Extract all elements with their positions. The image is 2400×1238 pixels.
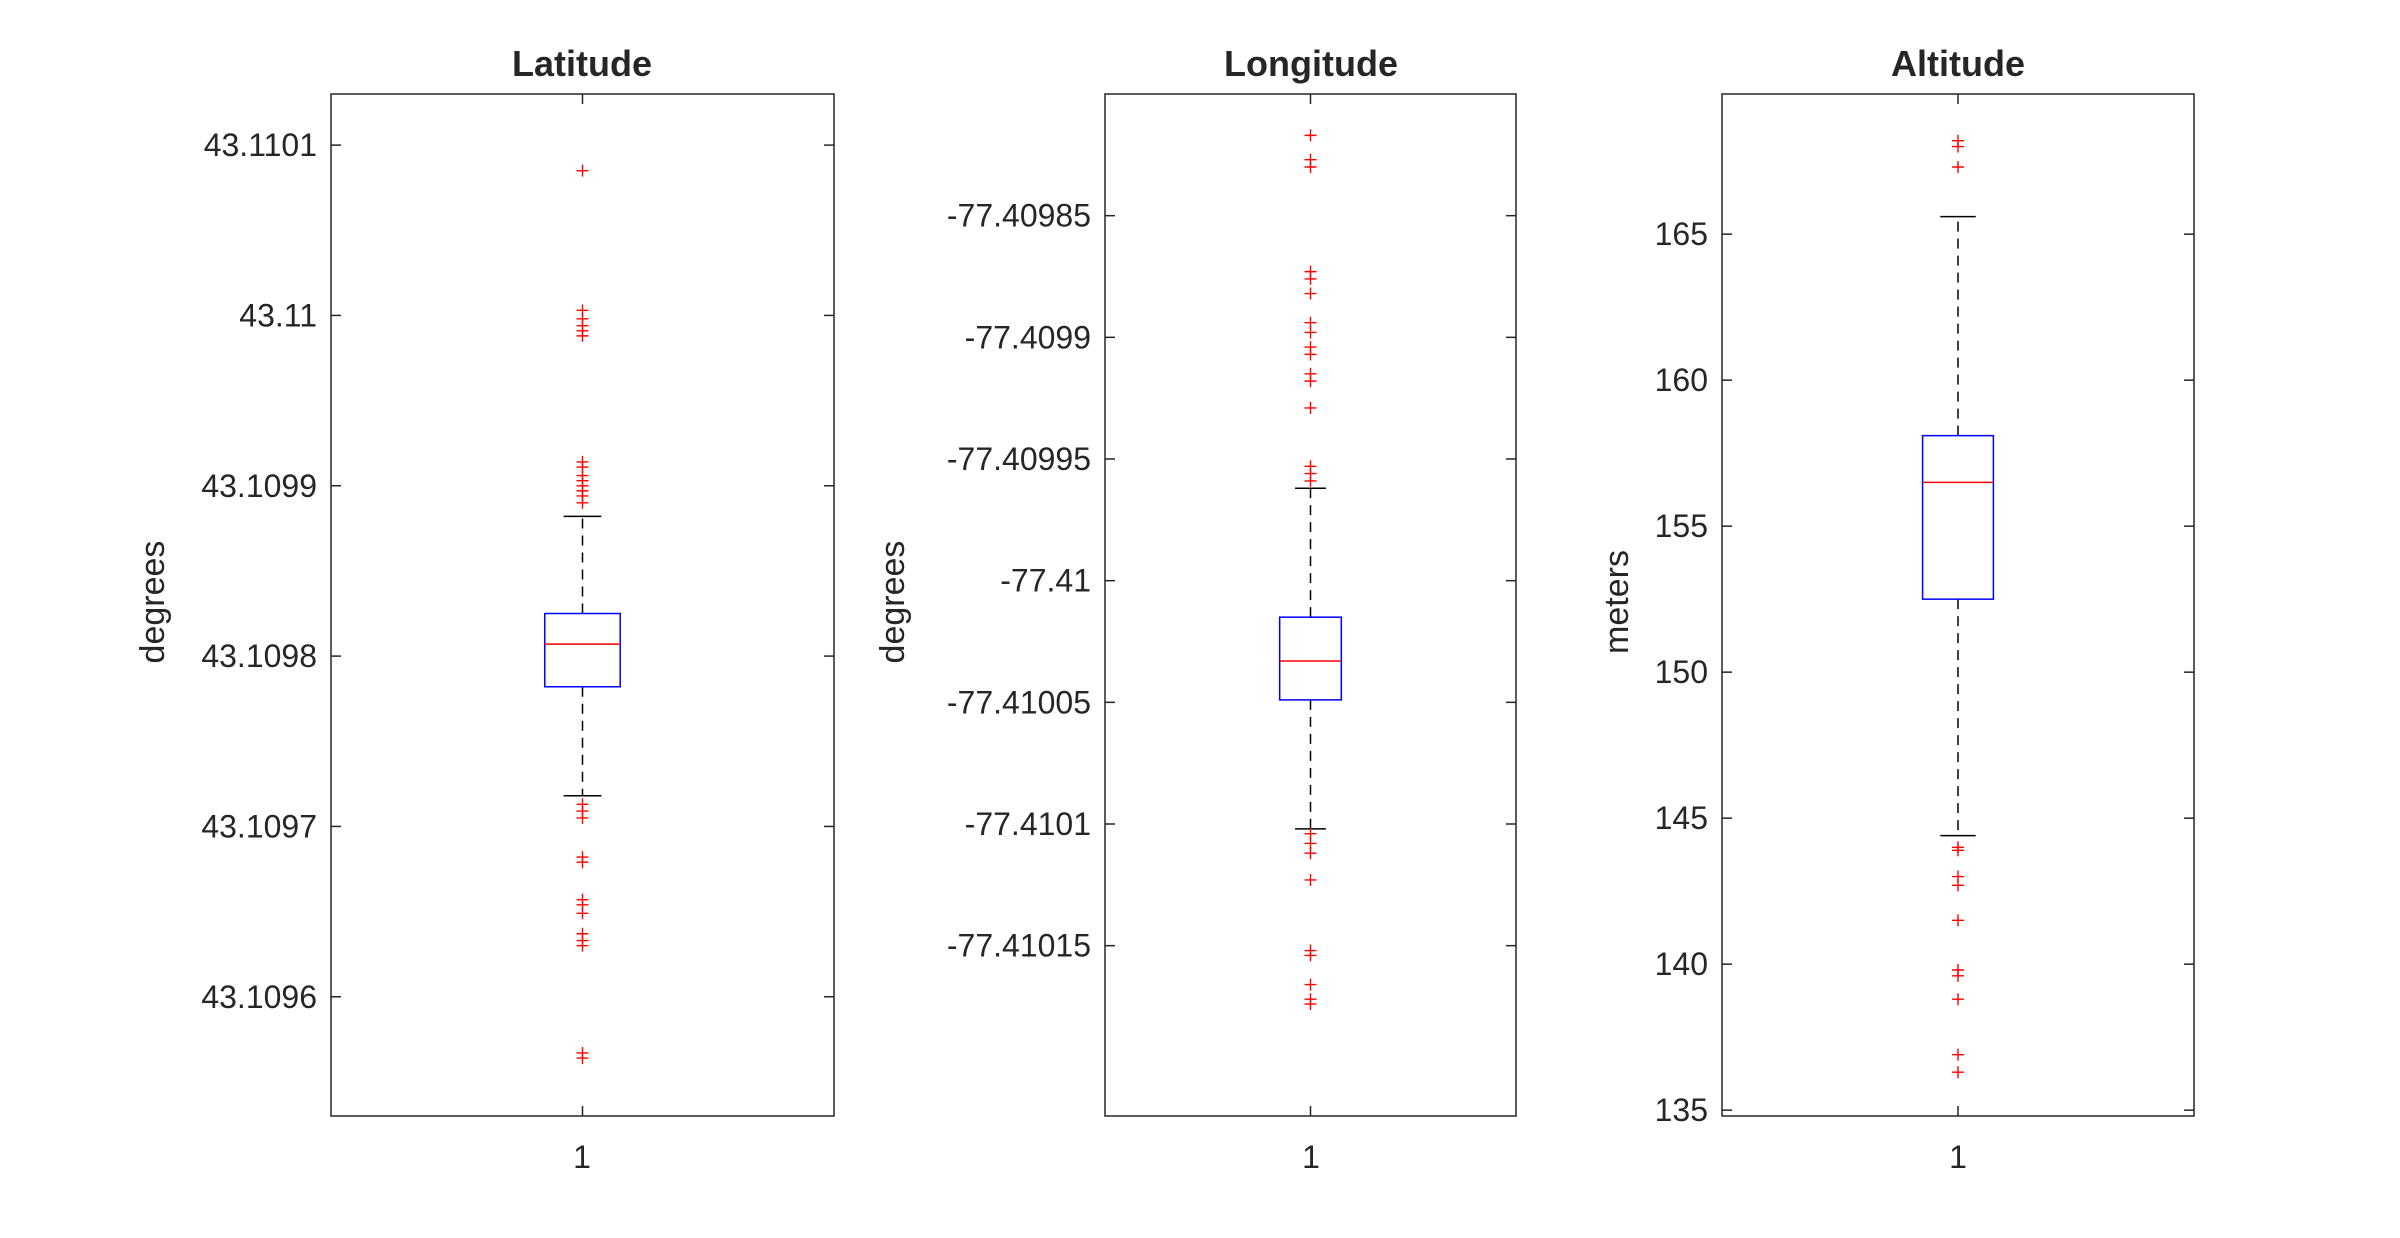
latitude-outlier-marker <box>576 329 589 342</box>
altitude-ytick-label: 165 <box>1655 216 1708 252</box>
latitude-ytick-label: 43.1096 <box>201 979 317 1015</box>
altitude-panel: Altitude meters 1 135 140 145 150 155 160 165 <box>1598 43 2195 1175</box>
altitude-outlier-marker <box>1952 844 1964 857</box>
longitude-outlier-marker <box>1304 287 1317 300</box>
longitude-outlier-marker <box>1304 949 1317 962</box>
latitude-ytick-label: 43.11 <box>239 297 317 333</box>
longitude-outlier-marker <box>1304 978 1317 991</box>
latitude-outlier-marker <box>576 496 589 509</box>
altitude-outlier-marker <box>1952 969 1964 982</box>
longitude-box <box>1278 616 1343 701</box>
longitude-outlier-marker <box>1304 272 1317 285</box>
latitude-ytick-label: 43.1097 <box>201 808 317 844</box>
longitude-ytick-label: -77.40995 <box>947 441 1091 477</box>
altitude-ytick-label: 140 <box>1655 946 1708 982</box>
altitude-ylabel: meters <box>1598 550 1636 654</box>
longitude-outlier-marker <box>1304 161 1317 173</box>
latitude-ylabel: degrees <box>134 541 172 664</box>
altitude-title: Altitude <box>1891 43 2025 84</box>
altitude-outlier-marker <box>1952 879 1964 892</box>
longitude-outlier-marker <box>1304 847 1317 860</box>
latitude-xtick-label: 1 <box>573 1139 591 1175</box>
altitude-ytick-label: 150 <box>1655 654 1708 690</box>
longitude-outlier-marker <box>1304 348 1317 361</box>
latitude-outlier-marker <box>576 164 589 177</box>
longitude-ytick-label: -77.4101 <box>965 806 1091 842</box>
altitude-outlier-marker <box>1952 1066 1964 1079</box>
altitude-outlier-marker <box>1952 993 1964 1006</box>
latitude-ytick-label: 43.1098 <box>201 638 317 674</box>
longitude-title: Longitude <box>1224 43 1398 84</box>
altitude-ytick-label: 135 <box>1655 1092 1708 1128</box>
longitude-outlier-marker <box>1304 129 1317 142</box>
altitude-outlier-marker <box>1952 161 1964 173</box>
altitude-box <box>1921 434 1995 600</box>
longitude-ytick-label: -77.41005 <box>947 684 1091 720</box>
latitude-outlier-marker <box>576 907 589 920</box>
longitude-ytick-label: -77.4099 <box>965 319 1091 355</box>
latitude-box <box>544 612 621 688</box>
latitude-panel: Latitude degrees 1 43.1096 43.1097 43.1098… <box>134 43 835 1175</box>
latitude-outlier-marker <box>576 939 589 952</box>
longitude-outlier-marker <box>1304 998 1317 1011</box>
longitude-outlier-marker <box>1304 873 1317 886</box>
longitude-ylabel: degrees <box>874 541 912 664</box>
altitude-ytick-label: 145 <box>1655 800 1708 836</box>
longitude-panel: Longitude degrees 1 -77.41015 -77.4101 -77… <box>874 43 1517 1175</box>
latitude-outlier-marker <box>576 811 589 824</box>
altitude-xtick-label: 1 <box>1949 1139 1967 1175</box>
altitude-outlier-marker <box>1952 140 1964 153</box>
longitude-outlier-marker <box>1304 474 1317 487</box>
longitude-ytick-label: -77.40985 <box>947 198 1091 234</box>
latitude-outlier-marker <box>576 1052 589 1065</box>
longitude-outlier-marker <box>1304 375 1317 388</box>
longitude-outlier-marker <box>1304 401 1317 414</box>
longitude-outlier-marker <box>1304 326 1317 339</box>
altitude-ytick-label: 155 <box>1655 508 1708 544</box>
latitude-title: Latitude <box>512 43 652 84</box>
altitude-outlier-marker <box>1952 1048 1964 1061</box>
longitude-xtick-label: 1 <box>1302 1139 1320 1175</box>
latitude-outlier-marker <box>576 856 589 869</box>
latitude-ytick-label: 43.1101 <box>204 127 317 163</box>
altitude-outlier-marker <box>1952 914 1964 927</box>
longitude-ytick-label: -77.41015 <box>947 928 1091 964</box>
altitude-ytick-label: 160 <box>1655 362 1708 398</box>
latitude-ytick-label: 43.1099 <box>201 468 317 504</box>
longitude-ytick-label: -77.41 <box>1000 563 1091 599</box>
